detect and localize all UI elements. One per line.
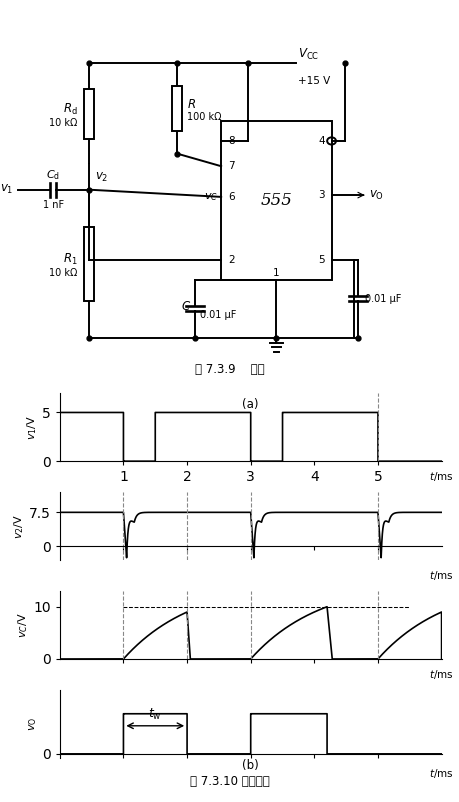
Text: $R_1$: $R_1$ bbox=[63, 252, 78, 267]
Text: (a): (a) bbox=[242, 398, 258, 411]
Text: 1: 1 bbox=[273, 269, 279, 278]
Text: $v_{\rm O}$: $v_{\rm O}$ bbox=[368, 188, 383, 201]
Bar bbox=[84, 227, 93, 301]
Text: 3: 3 bbox=[318, 190, 324, 200]
Y-axis label: $v_1$/V: $v_1$/V bbox=[25, 415, 39, 439]
Y-axis label: $v_C$/V: $v_C$/V bbox=[17, 612, 30, 638]
Text: 10 kΩ: 10 kΩ bbox=[49, 118, 78, 128]
Text: $v_1$: $v_1$ bbox=[0, 183, 14, 196]
Text: $v_C$: $v_C$ bbox=[203, 191, 217, 203]
Bar bbox=[221, 121, 331, 280]
Text: $C_{\rm d}$: $C_{\rm d}$ bbox=[46, 168, 60, 182]
Text: (b): (b) bbox=[242, 759, 258, 772]
Bar bbox=[84, 89, 93, 140]
Text: $t$/ms: $t$/ms bbox=[428, 470, 453, 483]
Text: $C$: $C$ bbox=[180, 301, 191, 314]
Text: 图 7.3.10 工作波形: 图 7.3.10 工作波形 bbox=[190, 775, 269, 788]
Text: +15 V: +15 V bbox=[298, 76, 330, 86]
Text: $t$/ms: $t$/ms bbox=[428, 569, 453, 582]
Text: 7: 7 bbox=[227, 161, 234, 171]
Text: $t$/ms: $t$/ms bbox=[428, 668, 453, 681]
Text: 6: 6 bbox=[227, 192, 234, 202]
Text: $V_{\rm CC}$: $V_{\rm CC}$ bbox=[298, 47, 319, 62]
Text: 8: 8 bbox=[227, 136, 234, 146]
Text: $t$/ms: $t$/ms bbox=[428, 767, 453, 780]
Text: 5: 5 bbox=[318, 255, 324, 265]
Text: $t_{\rm w}$: $t_{\rm w}$ bbox=[148, 707, 162, 722]
Text: 100 kΩ: 100 kΩ bbox=[186, 112, 221, 123]
Text: 0.01 μF: 0.01 μF bbox=[364, 294, 400, 304]
Text: 1 nF: 1 nF bbox=[43, 200, 64, 210]
Text: $v_2$: $v_2$ bbox=[95, 171, 108, 184]
Text: $R_{\rm d}$: $R_{\rm d}$ bbox=[63, 102, 78, 117]
Text: 555: 555 bbox=[260, 192, 291, 209]
Text: 4: 4 bbox=[318, 136, 324, 146]
Bar bbox=[172, 86, 181, 131]
Text: 2: 2 bbox=[227, 255, 234, 265]
Text: 0.01 μF: 0.01 μF bbox=[200, 310, 236, 320]
Y-axis label: $v_2$/V: $v_2$/V bbox=[12, 513, 26, 538]
Text: 图 7.3.9    电路: 图 7.3.9 电路 bbox=[195, 363, 264, 375]
Text: 10 kΩ: 10 kΩ bbox=[49, 268, 78, 277]
Text: $R$: $R$ bbox=[186, 98, 196, 111]
Y-axis label: $v_{\rm O}$: $v_{\rm O}$ bbox=[28, 717, 39, 731]
